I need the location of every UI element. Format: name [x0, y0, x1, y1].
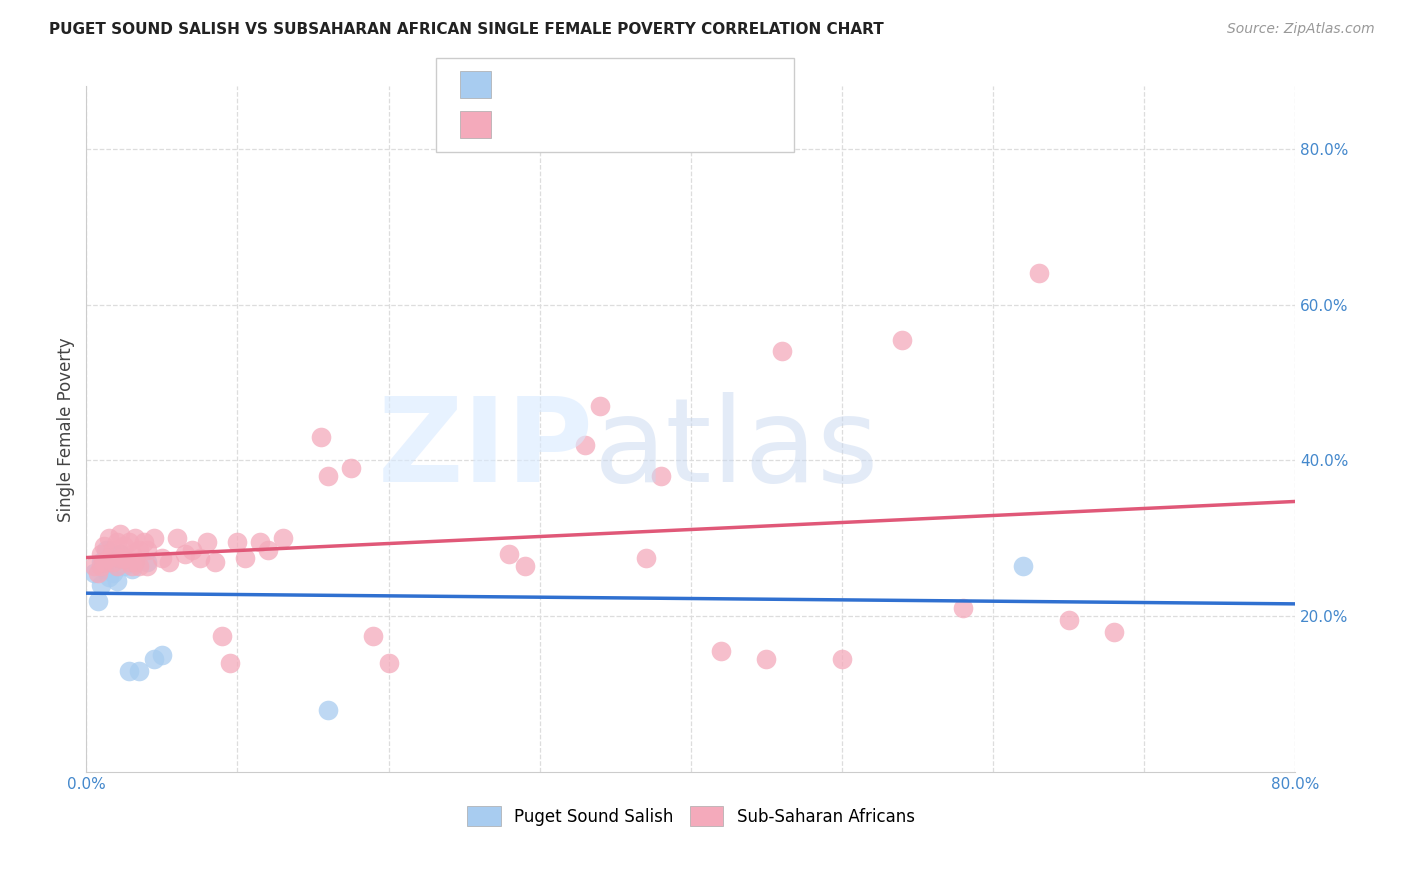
- Point: [195, 535, 218, 549]
- Point: [211, 629, 233, 643]
- Point: [1102, 624, 1125, 639]
- Point: [87, 566, 110, 581]
- Point: [143, 652, 166, 666]
- Point: [316, 703, 339, 717]
- Point: [831, 652, 853, 666]
- Point: [128, 664, 150, 678]
- Point: [124, 555, 146, 569]
- Point: [755, 652, 778, 666]
- Point: [87, 593, 110, 607]
- Point: [770, 344, 793, 359]
- Point: [121, 558, 143, 573]
- Point: [135, 558, 157, 573]
- Text: PUGET SOUND SALISH VS SUBSAHARAN AFRICAN SINGLE FEMALE POVERTY CORRELATION CHART: PUGET SOUND SALISH VS SUBSAHARAN AFRICAN…: [49, 22, 884, 37]
- Point: [121, 547, 143, 561]
- Point: [121, 562, 143, 576]
- Point: [94, 543, 117, 558]
- Text: atlas: atlas: [595, 392, 880, 508]
- Point: [309, 430, 332, 444]
- Point: [1028, 266, 1050, 280]
- Point: [105, 558, 128, 573]
- Point: [112, 558, 135, 573]
- Text: R =  0.125   N = 63: R = 0.125 N = 63: [505, 112, 681, 129]
- Point: [112, 539, 135, 553]
- Point: [124, 531, 146, 545]
- Text: R = -0.127   N = 21: R = -0.127 N = 21: [505, 78, 682, 96]
- Point: [117, 535, 139, 549]
- Point: [157, 555, 180, 569]
- Point: [952, 601, 974, 615]
- Point: [218, 656, 240, 670]
- Point: [1057, 613, 1080, 627]
- Point: [83, 566, 105, 581]
- Point: [204, 555, 226, 569]
- Point: [634, 550, 657, 565]
- Point: [83, 558, 105, 573]
- Point: [132, 535, 155, 549]
- Point: [103, 566, 125, 581]
- Point: [103, 555, 125, 569]
- Point: [135, 555, 157, 569]
- Point: [128, 558, 150, 573]
- Point: [93, 539, 115, 553]
- Point: [105, 550, 128, 565]
- Point: [710, 644, 733, 658]
- Point: [339, 461, 361, 475]
- Text: Source: ZipAtlas.com: Source: ZipAtlas.com: [1227, 22, 1375, 37]
- Point: [173, 547, 195, 561]
- Point: [574, 438, 596, 452]
- Point: [90, 547, 112, 561]
- Point: [188, 550, 211, 565]
- Point: [166, 531, 188, 545]
- Y-axis label: Single Female Poverty: Single Female Poverty: [58, 337, 75, 522]
- Point: [150, 648, 173, 662]
- Point: [128, 543, 150, 558]
- Point: [150, 550, 173, 565]
- Point: [93, 562, 115, 576]
- Point: [90, 578, 112, 592]
- Point: [135, 543, 157, 558]
- Point: [513, 558, 536, 573]
- Point: [105, 574, 128, 589]
- Point: [233, 550, 256, 565]
- Point: [108, 547, 131, 561]
- Point: [97, 531, 120, 545]
- Point: [108, 550, 131, 565]
- Point: [97, 570, 120, 584]
- Point: [891, 333, 914, 347]
- Point: [1012, 558, 1035, 573]
- Point: [90, 555, 112, 569]
- Point: [93, 555, 115, 569]
- Point: [316, 469, 339, 483]
- Point: [181, 543, 204, 558]
- Point: [97, 555, 120, 569]
- Point: [256, 543, 278, 558]
- Point: [271, 531, 294, 545]
- Point: [143, 531, 166, 545]
- Point: [90, 558, 112, 573]
- Point: [117, 664, 139, 678]
- Point: [377, 656, 399, 670]
- Text: ZIP: ZIP: [378, 392, 595, 508]
- Point: [108, 527, 131, 541]
- Point: [249, 535, 271, 549]
- Point: [117, 555, 139, 569]
- Point: [363, 629, 385, 643]
- Point: [97, 550, 120, 565]
- Legend: Puget Sound Salish, Sub-Saharan Africans: Puget Sound Salish, Sub-Saharan Africans: [461, 800, 921, 832]
- Point: [650, 469, 672, 483]
- Point: [226, 535, 249, 549]
- Point: [589, 399, 612, 413]
- Point: [103, 543, 125, 558]
- Point: [498, 547, 520, 561]
- Point: [112, 550, 135, 565]
- Point: [105, 535, 128, 549]
